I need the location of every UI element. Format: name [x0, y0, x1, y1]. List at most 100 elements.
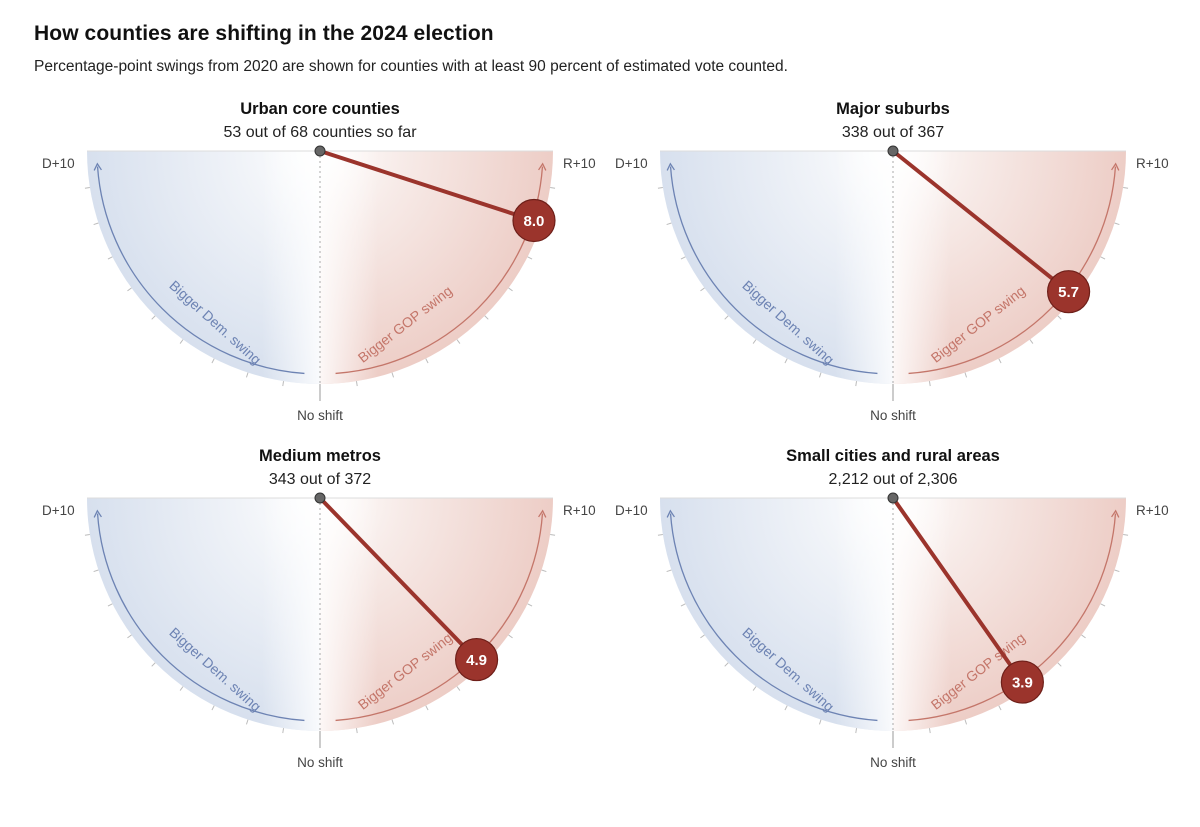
value-marker: [1046, 270, 1091, 314]
gauge-title: Urban core counties: [240, 100, 400, 118]
gauge-tick: [282, 728, 285, 734]
gauge-title: Major suburbs: [836, 100, 950, 118]
right-end-label: R+10: [1136, 503, 1169, 518]
gauge-subtitle: 343 out of 372: [269, 471, 371, 488]
dem-arrow-arc: [93, 509, 305, 722]
value-label: 3.9: [1012, 675, 1033, 692]
gauge-tick: [456, 339, 461, 344]
left-end-label: D+10: [615, 156, 648, 171]
gauge-tick: [107, 256, 113, 260]
gauge-tick: [127, 634, 132, 639]
gauge-tick: [1114, 569, 1120, 573]
value-marker: [512, 198, 556, 243]
gauge-tick: [657, 186, 663, 189]
gauge-tick: [456, 686, 461, 691]
gauge-tick: [700, 634, 705, 639]
needle-pivot: [887, 145, 899, 157]
gauge-tick: [1114, 222, 1120, 226]
gauge-1: Urban core counties 53 out of 68 counties…: [42, 100, 596, 423]
gauge-tick: [928, 728, 931, 734]
gauge-tick: [151, 315, 156, 320]
dem-arrow-arc: [666, 509, 878, 722]
gauge-tick: [179, 339, 184, 344]
gauge-tick: [84, 186, 90, 189]
gauge-tick: [93, 569, 99, 573]
gauge-tick: [282, 381, 285, 387]
dem-arrow-arc: [666, 162, 878, 375]
gauge-tick: [818, 719, 822, 725]
left-end-label: D+10: [42, 156, 75, 171]
gauge-tick: [84, 533, 90, 536]
gauge-title: Small cities and rural areas: [786, 447, 1000, 465]
no-shift-label: No shift: [870, 408, 916, 423]
gauge-tick: [527, 603, 533, 607]
gauge-tick: [964, 719, 968, 725]
gauge-tick: [1100, 603, 1106, 607]
dem-arrow-arc: [93, 162, 305, 375]
gauge-tick: [391, 719, 395, 725]
gauge-tick: [855, 728, 858, 734]
gauge-tick: [818, 372, 822, 378]
gauge-tick: [93, 222, 99, 226]
gauge-tick: [666, 222, 672, 226]
value-marker: [1000, 660, 1044, 704]
gauge-tick: [211, 358, 215, 364]
gauge-tick: [784, 358, 788, 364]
gauge-tick: [998, 705, 1002, 711]
dem-fade: [87, 151, 320, 384]
right-end-label: R+10: [1136, 156, 1169, 171]
gauge-tick: [680, 603, 686, 607]
gauge-tick: [928, 381, 931, 387]
gauge-tick: [391, 372, 395, 378]
gauge-tick: [1123, 186, 1129, 189]
right-end-label: R+10: [563, 503, 596, 518]
gauge-tick: [998, 358, 1002, 364]
gauge-tick: [855, 381, 858, 387]
needle-pivot: [314, 145, 326, 157]
gauge-tick: [245, 372, 249, 378]
gauge-tick: [1029, 339, 1034, 344]
needle-pivot: [887, 492, 899, 504]
gauge-title: Medium metros: [259, 447, 381, 465]
gop-arrow-arc: [908, 162, 1120, 375]
gauge-tick: [527, 256, 533, 260]
gauge-tick: [657, 533, 663, 536]
gauge-tick: [1123, 533, 1129, 536]
value-label: 4.9: [466, 652, 487, 669]
gauge-tick: [680, 256, 686, 260]
gauge-needle: [318, 149, 544, 226]
gauge-tick: [964, 372, 968, 378]
no-shift-label: No shift: [870, 755, 916, 770]
dem-fade: [660, 498, 893, 731]
gauge-4: Small cities and rural areas 2,212 out of…: [615, 447, 1169, 770]
gauge-tick: [151, 662, 156, 667]
gauge-tick: [752, 339, 757, 344]
gauge-tick: [508, 634, 513, 639]
page-title: How counties are shifting in the 2024 el…: [34, 22, 494, 45]
left-end-label: D+10: [42, 503, 75, 518]
gauge-tick: [550, 186, 556, 189]
gauge-tick: [1057, 315, 1062, 320]
gauge-needle: [318, 496, 485, 668]
gauge-tick: [484, 315, 489, 320]
dem-fade: [660, 151, 893, 384]
gauge-tick: [784, 705, 788, 711]
no-shift-label: No shift: [297, 755, 343, 770]
right-end-label: R+10: [563, 156, 596, 171]
value-label: 8.0: [524, 213, 545, 230]
gauge-tick: [700, 287, 705, 292]
gop-fade: [893, 151, 1126, 384]
gauge-tick: [666, 569, 672, 573]
gauge-tick: [752, 686, 757, 691]
gop-fade: [893, 498, 1126, 731]
page-subtitle: Percentage-point swings from 2020 are sh…: [34, 58, 788, 75]
gauge-needle: [891, 149, 1077, 299]
gauge-tick: [211, 705, 215, 711]
gauge-tick: [107, 603, 113, 607]
gauge-tick: [1100, 256, 1106, 260]
value-label: 5.7: [1058, 284, 1079, 301]
value-marker: [454, 637, 499, 682]
